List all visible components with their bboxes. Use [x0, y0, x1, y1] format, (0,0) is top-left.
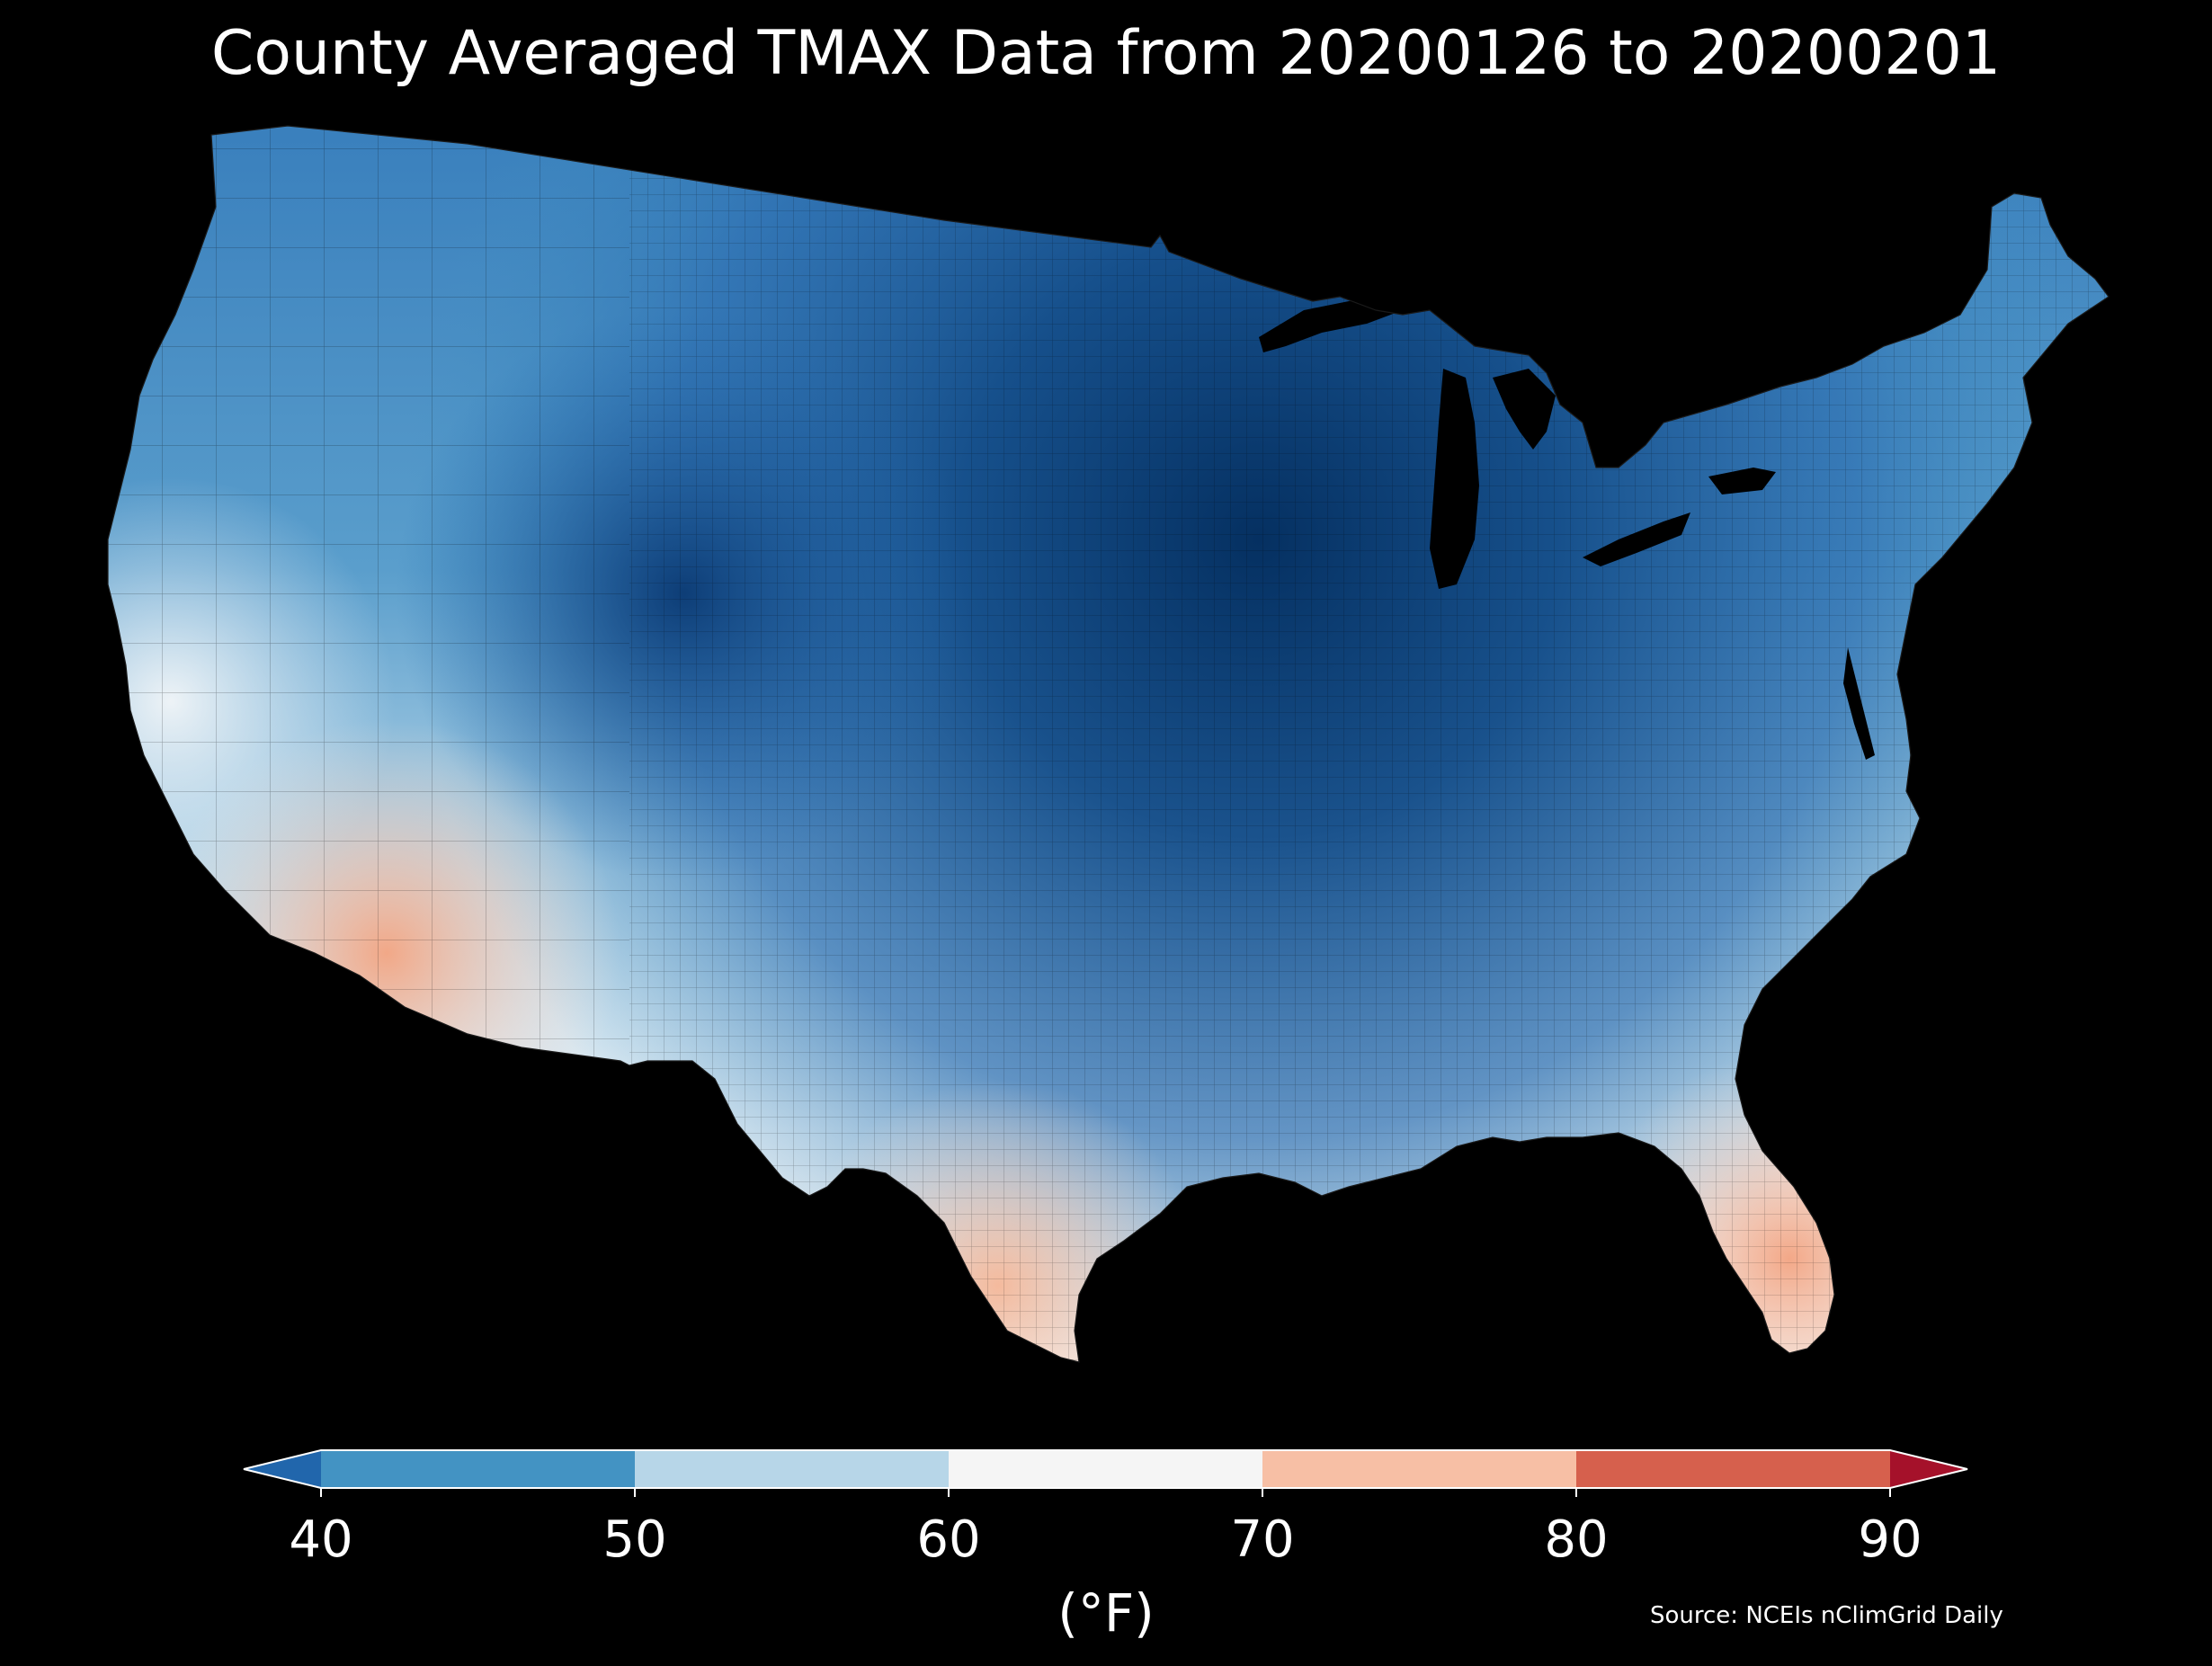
colorbar-tick-label: 50 — [602, 1510, 667, 1569]
county-lines-west — [108, 126, 629, 1362]
map-title: County Averaged TMAX Data from 20200126 … — [210, 18, 2002, 89]
source-credit: Source: NCEIs nClimGrid Daily — [1650, 1602, 2003, 1629]
colorbar-bin-1 — [635, 1450, 949, 1488]
lake-erie — [1583, 512, 1690, 566]
us-outline — [107, 125, 2109, 1363]
colorbar-tick-label: 90 — [1858, 1510, 1922, 1569]
colorbar-tick-label: 60 — [916, 1510, 981, 1569]
colorbar-bin-2 — [949, 1450, 1262, 1488]
colorbar-over-arrow — [1890, 1450, 1967, 1488]
colorbar-tick-label: 40 — [289, 1510, 353, 1569]
colorbar-tick-label: 70 — [1230, 1510, 1295, 1569]
lake-michigan — [1430, 369, 1479, 589]
lake-superior — [1259, 297, 1403, 352]
chesapeake-bay — [1843, 647, 1875, 760]
colorbar-bin-0 — [321, 1450, 635, 1488]
colorbar — [243, 1449, 1968, 1497]
county-lines-east — [629, 126, 2109, 1362]
lake-ontario — [1708, 468, 1776, 494]
colorbar-bin-4 — [1576, 1450, 1890, 1488]
colorbar-bin-3 — [1262, 1450, 1576, 1488]
lake-huron — [1493, 369, 1556, 450]
colorbar-unit-label: (°F) — [1057, 1582, 1155, 1644]
colorbar-under-arrow — [244, 1450, 321, 1488]
colorbar-tick-label: 80 — [1544, 1510, 1609, 1569]
